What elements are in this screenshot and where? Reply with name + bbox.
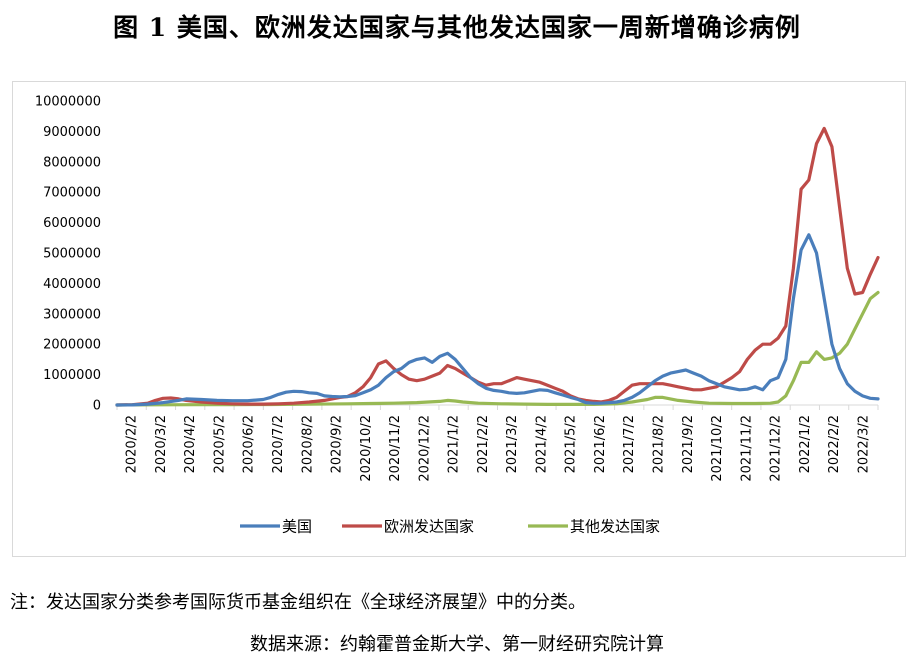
series-line-0 <box>115 233 880 407</box>
y-tick-label: 8000000 <box>43 155 101 170</box>
chart-frame <box>12 81 906 557</box>
legend-label: 其他发达国家 <box>570 518 660 536</box>
x-tick-label: 2021/10/2 <box>710 415 725 482</box>
x-tick-label: 2020/12/2 <box>417 415 432 482</box>
y-tick-label: 4000000 <box>43 277 101 292</box>
x-tick-label: 2021/7/2 <box>622 415 637 473</box>
x-tick-label: 2020/7/2 <box>271 415 286 473</box>
footnote: 注：发达国家分类参考国际货币基金组织在《全球经济展望》中的分类。 <box>10 592 586 613</box>
x-tick-label: 2020/4/2 <box>183 415 198 473</box>
y-tick-label: 10000000 <box>35 95 101 110</box>
x-tick-label: 2021/5/2 <box>564 415 579 473</box>
x-tick-label: 2020/5/2 <box>212 415 227 473</box>
y-tick-label: 3000000 <box>43 307 101 322</box>
legend-label: 欧洲发达国家 <box>384 518 474 536</box>
x-tick-label: 2021/12/2 <box>769 415 784 482</box>
x-tick-label: 2020/8/2 <box>300 415 315 473</box>
x-tick-label: 2020/2/2 <box>125 415 140 473</box>
chart-title: 图 1 美国、欧洲发达国家与其他发达国家一周新增确诊病例 <box>113 13 801 42</box>
y-tick-label: 6000000 <box>43 216 101 231</box>
x-tick-label: 2021/1/2 <box>447 415 462 473</box>
x-tick-label: 2022/3/2 <box>856 415 871 473</box>
y-tick-label: 7000000 <box>43 186 101 201</box>
x-tick-label: 2021/8/2 <box>651 415 666 473</box>
data-source: 数据来源：约翰霍普金斯大学、第一财经研究院计算 <box>250 634 664 655</box>
y-tick-label: 9000000 <box>43 125 101 140</box>
y-tick-label: 5000000 <box>43 247 101 262</box>
x-tick-label: 2022/2/2 <box>827 415 842 473</box>
series-line-1 <box>115 126 880 407</box>
x-tick-label: 2020/10/2 <box>359 415 374 482</box>
x-tick-label: 2021/4/2 <box>534 415 549 473</box>
x-tick-label: 2021/6/2 <box>593 415 608 473</box>
x-tick-label: 2022/1/2 <box>798 415 813 473</box>
legend-label: 美国 <box>282 518 312 536</box>
x-tick-label: 2020/9/2 <box>330 415 345 473</box>
x-tick-label: 2020/11/2 <box>388 415 403 482</box>
series-line-2 <box>115 290 880 407</box>
x-tick-label: 2021/2/2 <box>476 415 491 473</box>
x-tick-label: 2020/6/2 <box>242 415 257 473</box>
x-tick-label: 2021/11/2 <box>739 415 754 482</box>
y-tick-label: 0 <box>93 399 101 414</box>
x-tick-label: 2021/3/2 <box>505 415 520 473</box>
x-tick-label: 2021/9/2 <box>681 415 696 473</box>
x-tick-label: 2020/3/2 <box>154 415 169 473</box>
y-tick-label: 1000000 <box>43 368 101 383</box>
y-tick-label: 2000000 <box>43 338 101 353</box>
